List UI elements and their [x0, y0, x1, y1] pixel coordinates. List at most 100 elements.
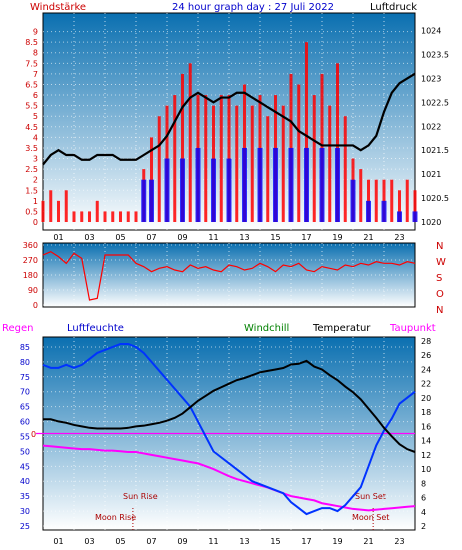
temperature-tick-label: 8	[421, 479, 426, 488]
wind-speed-bar	[181, 73, 184, 222]
temperature-tick-label: 18	[421, 408, 431, 417]
time-tick-label: 01	[53, 233, 63, 242]
pressure-line	[42, 72, 416, 166]
legend-rain: Regen	[2, 323, 34, 334]
wind-tick-label: 4.5	[25, 123, 38, 132]
time-tick-label: 11	[208, 233, 218, 242]
wind-speed-bar	[281, 105, 285, 222]
wind-speed-bar	[336, 63, 339, 222]
wind-gust-bar	[397, 211, 402, 222]
wind-speed-bar	[320, 73, 324, 222]
temperature-tick-label: 26	[421, 351, 431, 360]
humidity-tick-label: 60	[20, 418, 30, 427]
compass-label: N	[436, 241, 443, 252]
compass-label: W	[436, 257, 446, 268]
wind-tick-label: 2.5	[25, 165, 38, 174]
wind-speed-bar	[359, 169, 363, 222]
pressure-axis-title: Luftdruck	[370, 2, 417, 13]
wind-tick-label: 5.5	[25, 102, 38, 111]
wind-gust-bar	[335, 147, 340, 222]
wind-tick-label: 1	[33, 197, 38, 206]
direction-tick-label: 0	[33, 301, 38, 310]
sun-set-label: Sun Set	[355, 492, 386, 501]
wind-speed-bar	[134, 211, 138, 222]
wind-speed-bar	[95, 200, 99, 222]
humidity-tick-label: 40	[20, 477, 30, 486]
wind-gust-bar	[226, 158, 232, 222]
compass-label: N	[436, 305, 443, 316]
legend-dewpoint: Taupunkt	[389, 323, 436, 334]
time-tick-label: 15	[270, 233, 280, 242]
wind-speed-bar	[103, 211, 107, 222]
temperature-tick-label: 16	[421, 422, 431, 431]
wind-tick-label: 4	[33, 133, 38, 142]
wind-speed-bar	[41, 200, 45, 222]
temperature-line	[43, 359, 416, 453]
wind-gust-bar	[304, 147, 309, 222]
wind-speed-bar	[64, 190, 68, 222]
wind-gust-bar	[211, 158, 216, 222]
humidity-tick-label: 30	[20, 507, 30, 516]
pressure-tick-label: 1022	[421, 122, 441, 131]
pressure-tick-label: 1021	[421, 170, 441, 179]
time-tick-label: 07	[146, 537, 156, 546]
moon-rise-label: Moon Rise	[95, 513, 136, 522]
wind-gust-bar	[412, 211, 418, 222]
wind-gust-bar	[381, 200, 387, 222]
pressure-tick-label: 1023	[421, 74, 441, 83]
temperature-tick-label: 10	[421, 465, 431, 474]
pressure-tick-label: 1020	[421, 218, 441, 227]
wind-speed-bar	[57, 200, 60, 222]
temperature-tick-label: 22	[421, 380, 431, 389]
humidity-line	[42, 342, 416, 516]
wind-gust-bar	[288, 147, 294, 222]
time-tick-label: 21	[363, 537, 373, 546]
humidity-tick-label: 55	[20, 432, 30, 441]
wind-speed-bar	[72, 211, 76, 222]
time-tick-label: 23	[394, 537, 404, 546]
wind-gust-bar	[273, 147, 278, 222]
legend-temperature: Temperatur	[312, 323, 371, 334]
temperature-tick-label: 14	[421, 437, 431, 446]
wind-tick-label: 1.5	[25, 186, 38, 195]
time-tick-label: 13	[239, 233, 249, 242]
pressure-tick-label: 1024	[421, 27, 441, 36]
temperature-tick-label: 24	[421, 365, 431, 374]
wind-tick-label: 7	[33, 70, 38, 79]
wind-speed-bar	[328, 105, 332, 222]
humidity-tick-label: 45	[20, 462, 30, 471]
wind-tick-label: 3	[33, 155, 38, 164]
wind-tick-label: 2	[33, 176, 38, 185]
wind-gust-bar	[149, 179, 154, 222]
wind-speed-axis-title: Windstärke	[30, 2, 86, 13]
wind-tick-label: 6	[33, 91, 38, 100]
wind-gust-bar	[350, 179, 356, 222]
wind-gust-bar	[319, 147, 325, 222]
wind-tick-label: 3.5	[25, 144, 38, 153]
time-tick-label: 17	[301, 537, 311, 546]
time-tick-label: 15	[270, 537, 280, 546]
wind-gust-bar	[195, 147, 201, 222]
time-tick-label: 01	[53, 537, 63, 546]
wind-speed-bar	[119, 211, 122, 222]
time-tick-label: 11	[208, 537, 218, 546]
wind-tick-label: 0	[33, 218, 38, 227]
wind-speed-bar	[80, 211, 84, 222]
pressure-tick-label: 1022.5	[421, 98, 449, 107]
wind-speed-bar	[374, 179, 378, 222]
temperature-tick-label: 20	[421, 394, 431, 403]
wind-gust-bar	[242, 147, 247, 222]
wind-tick-label: 9	[33, 28, 38, 37]
moon-set-label: Moon Set	[352, 513, 389, 522]
direction-tick-label: 360	[23, 241, 38, 250]
temperature-tick-label: 12	[421, 451, 431, 460]
time-tick-label: 19	[332, 537, 342, 546]
wind-speed-bar	[235, 105, 239, 222]
wind-speed-bar	[126, 211, 130, 222]
chart-title: 24 hour graph day : 27 Juli 2022	[172, 2, 334, 13]
wind-gust-bar	[180, 158, 185, 222]
time-tick-label: 09	[177, 537, 187, 546]
wind-speed-bar	[266, 116, 270, 222]
temperature-tick-label: 28	[421, 337, 431, 346]
humidity-tick-label: 70	[20, 388, 30, 397]
